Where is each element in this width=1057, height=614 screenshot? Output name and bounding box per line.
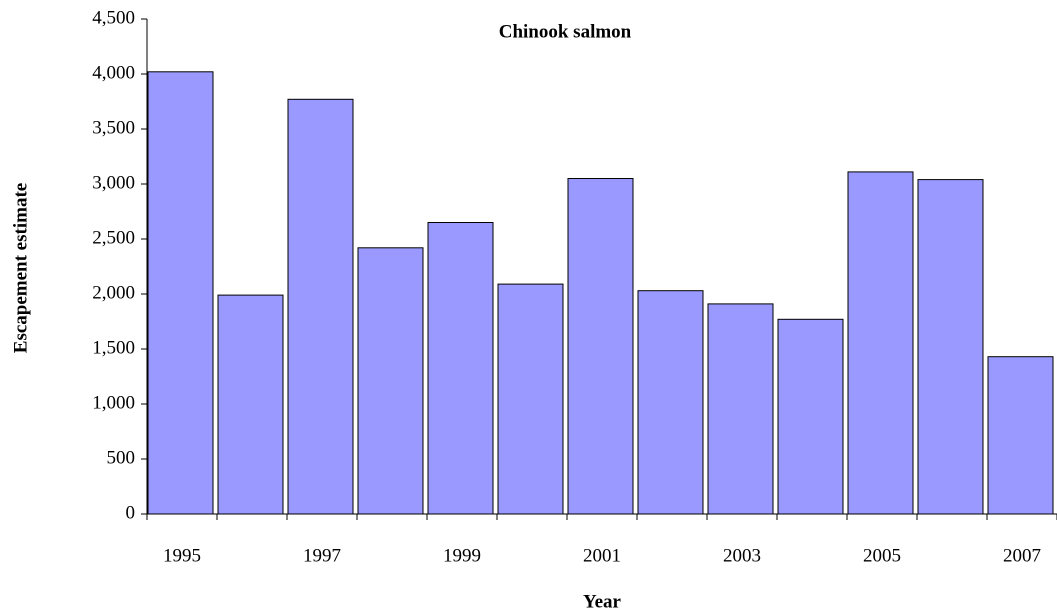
bar bbox=[637, 290, 704, 515]
bar bbox=[917, 179, 984, 515]
y-tick-label: 3,500 bbox=[92, 117, 135, 138]
y-tick-label: 500 bbox=[107, 447, 136, 468]
bar bbox=[497, 283, 564, 515]
y-axis-title: Escapement estimate bbox=[10, 183, 31, 353]
bar bbox=[847, 171, 914, 515]
x-tick-label: 2007 bbox=[1003, 545, 1041, 566]
x-axis-title: Year bbox=[583, 591, 622, 612]
y-tick-label: 2,000 bbox=[92, 282, 135, 303]
y-tick-label: 0 bbox=[126, 502, 136, 523]
bar bbox=[427, 222, 494, 515]
bar bbox=[707, 303, 774, 515]
bar bbox=[287, 98, 354, 515]
y-tick-label: 4,500 bbox=[92, 7, 135, 28]
y-tick-label: 1,500 bbox=[92, 337, 135, 358]
y-tick-label: 1,000 bbox=[92, 392, 135, 413]
x-tick-label: 1997 bbox=[303, 545, 341, 566]
x-tick-label: 2001 bbox=[583, 545, 621, 566]
bar bbox=[147, 71, 214, 515]
bar bbox=[357, 247, 424, 515]
bar bbox=[987, 356, 1054, 515]
bar bbox=[217, 294, 284, 515]
chart-title: Chinook salmon bbox=[499, 21, 632, 42]
y-tick-label: 2,500 bbox=[92, 227, 135, 248]
x-tick-label: 1999 bbox=[443, 545, 481, 566]
bar bbox=[567, 178, 634, 515]
y-tick-label: 4,000 bbox=[92, 62, 135, 83]
x-tick-label: 2003 bbox=[723, 545, 761, 566]
bar bbox=[777, 318, 844, 515]
x-tick-label: 2005 bbox=[863, 545, 901, 566]
y-tick-label: 3,000 bbox=[92, 172, 135, 193]
x-tick-label: 1995 bbox=[163, 545, 201, 566]
